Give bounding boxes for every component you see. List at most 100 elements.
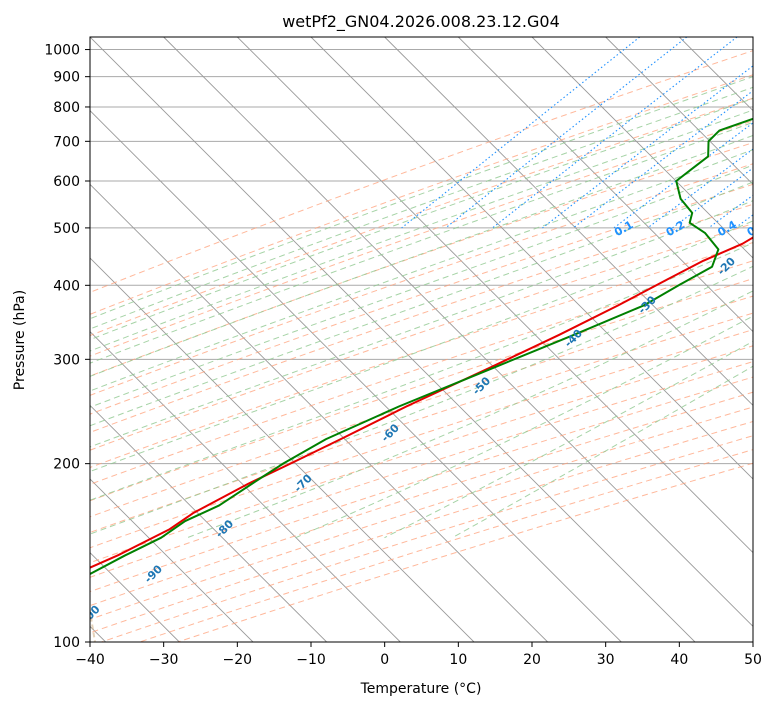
dry-adiabat-line [90, 295, 753, 518]
mixing-ratio-line [672, 167, 753, 229]
x-tick-label: −30 [149, 652, 179, 668]
mixing-ratio-line [401, 37, 641, 229]
x-tick-label: 30 [597, 652, 615, 668]
isotherm-line [90, 37, 696, 642]
y-tick-label: 700 [53, 134, 80, 150]
dry-adiabat-label: -60 [379, 421, 402, 444]
dry-adiabat-line [90, 50, 753, 293]
moist-adiabat-line [90, 200, 753, 448]
x-axis-title: Temperature (°C) [360, 681, 482, 697]
mixing-ratio-label: 0.4 [715, 218, 739, 239]
dry-adiabat-line [139, 449, 753, 642]
dry-adiabat-line [90, 361, 753, 578]
moist-adiabat-line [90, 242, 753, 501]
y-tick-label: 300 [53, 352, 80, 368]
moist-adiabat-line [90, 181, 753, 427]
dry-adiabat-label: -50 [470, 374, 493, 397]
dewpoint-profile-line [90, 117, 753, 576]
isotherm-line [163, 37, 753, 627]
x-tick-label: −20 [223, 652, 253, 668]
isotherm-line [90, 183, 548, 642]
dry-adiabat-label: -40 [562, 326, 585, 349]
y-tick-label: 1000 [44, 43, 80, 59]
moist-adiabat-line [90, 220, 753, 473]
x-tick-label: 40 [670, 652, 688, 668]
moist-adiabat-line [90, 109, 753, 352]
chart-title: wetPf2_GN04.2026.008.23.12.G04 [282, 12, 560, 32]
isotherm-line [90, 110, 622, 642]
y-tick-label: 500 [53, 221, 80, 237]
moist-adiabat-line [90, 97, 753, 341]
isotherm-line [605, 37, 753, 185]
mixing-ratio-line [542, 65, 753, 229]
mixing-ratio-line [734, 214, 753, 229]
moist-adiabat-line [90, 149, 753, 392]
dry-adiabat-line [90, 345, 753, 564]
dry-adiabat-line [90, 241, 753, 469]
profiles [90, 117, 753, 576]
x-tick-label: 50 [744, 652, 762, 668]
dry-adiabat-line [90, 312, 753, 533]
y-tick-label: 200 [53, 457, 80, 473]
moist-adiabat-line [90, 265, 753, 535]
isotherm-line [237, 37, 753, 554]
moist-adiabat-line [90, 164, 753, 408]
x-tick-label: −10 [296, 652, 326, 668]
moist-adiabat-line [90, 134, 753, 377]
y-axis-title: Pressure (hPa) [12, 290, 28, 390]
dry-adiabat-line [90, 391, 753, 607]
dry-adiabat-line [90, 142, 753, 377]
mixing-ratio-line [492, 37, 738, 229]
plot-frame [89, 36, 754, 643]
dry-adiabat-line [90, 120, 753, 357]
isotherm-line [310, 37, 753, 480]
background-lines [90, 37, 753, 642]
dry-adiabat-label: -80 [213, 517, 236, 540]
mixing-ratio-label: 0.1 [612, 218, 635, 239]
moist-adiabat-line [90, 86, 753, 330]
dry-adiabat-line [90, 183, 753, 415]
isotherm-line [90, 257, 475, 642]
x-tick-label: 20 [523, 652, 541, 668]
dry-adiabat-line [90, 203, 753, 433]
y-tick-label: 400 [53, 278, 80, 294]
isotherm-line [90, 331, 401, 642]
isotherm-line [90, 404, 327, 642]
dry-adiabat-line [177, 462, 753, 642]
dry-adiabat-label: -90 [142, 562, 165, 585]
isotherm-line [458, 37, 753, 333]
dry-adiabat-label: -30 [636, 293, 659, 316]
dry-adiabat-line [90, 74, 753, 315]
dry-adiabat-line [90, 329, 753, 549]
moist-adiabat-line [90, 76, 753, 320]
y-tick-label: 100 [53, 635, 80, 651]
x-tick-label: 10 [449, 652, 467, 668]
dry-adiabat-line [90, 163, 753, 396]
y-tick-label: 800 [53, 100, 80, 116]
mixing-ratio-line [572, 90, 753, 229]
mixing-ratio-label: 0.2 [664, 218, 687, 239]
temperature-profile-line [90, 236, 753, 569]
x-tick-label: −40 [75, 652, 105, 668]
dry-adiabat-line [90, 278, 753, 502]
moist-adiabat-line [90, 121, 753, 364]
dry-adiabat-label: -100 [74, 603, 103, 632]
isotherm-line [531, 37, 753, 259]
y-tick-label: 600 [53, 174, 80, 190]
isotherm-line [384, 37, 753, 406]
line-labels: -100-90-80-70-60-50-40-30-20-100.10.20.4… [74, 218, 769, 632]
dry-adiabat-line [101, 435, 753, 642]
mixing-ratio-line [445, 37, 688, 229]
isotherm-line [752, 37, 753, 38]
x-tick-label: 0 [380, 652, 389, 668]
mixing-ratio-label: 0.6 [745, 218, 769, 239]
y-tick-label: 900 [53, 70, 80, 86]
dry-adiabat-line [90, 223, 753, 451]
dry-adiabat-line [90, 97, 753, 337]
moist-adiabat-line [452, 365, 753, 539]
moist-adiabat-line [187, 290, 753, 539]
dry-adiabat-line [90, 260, 753, 485]
dry-adiabat-line [90, 376, 753, 593]
axes: −40 −30 −20 −10 0 10 20 30 40 50 100 200 300 400 500 60… [44, 43, 762, 668]
